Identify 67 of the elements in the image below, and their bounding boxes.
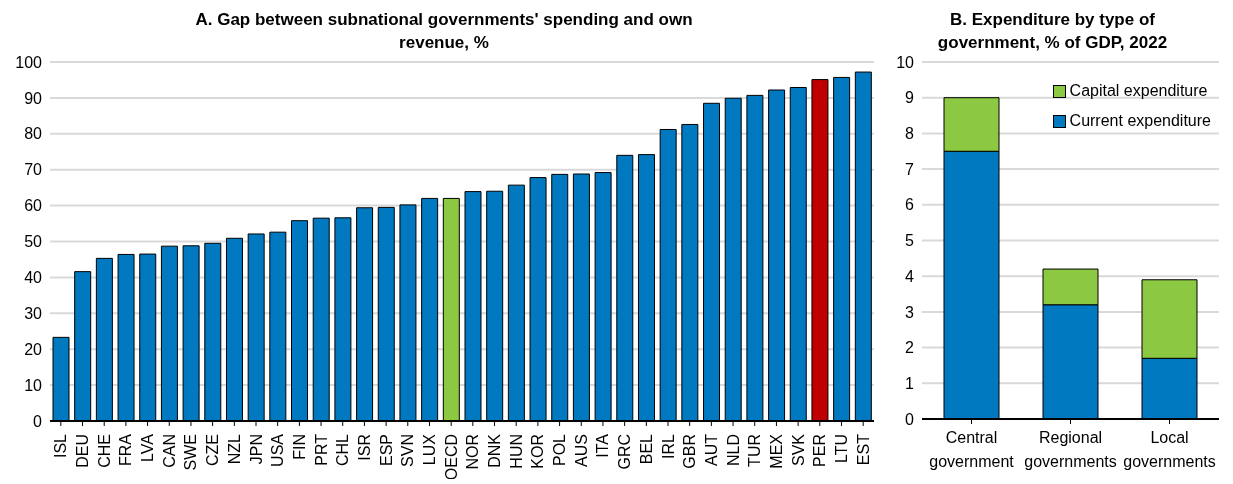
x-tick-label: KOR — [529, 434, 547, 469]
y-tick-label: 70 — [24, 161, 43, 179]
x-tick-label: NOR — [464, 434, 482, 470]
x-tick-label: CAN — [160, 434, 178, 468]
x-tick-label: SWE — [182, 434, 200, 471]
y-tick-label: 80 — [24, 125, 43, 143]
y-tick-label: 10 — [24, 376, 43, 394]
x-tick-label: JPN — [247, 434, 265, 465]
chart-title: B. Expenditure by type of government, % of GDP, 2022 — [936, 9, 1169, 54]
x-tick-label: AUT — [702, 433, 720, 466]
chart-title: A. Gap between subnational governments' spending and own revenue, % — [194, 9, 694, 54]
y-tick-label: 8 — [905, 125, 915, 143]
x-tick-label: NLD — [724, 434, 742, 467]
x-tick-label: GRC — [616, 434, 634, 470]
x-tick-label: LVA — [139, 433, 157, 462]
x-tick-label: USA — [269, 433, 287, 467]
y-tick-label: 100 — [15, 53, 43, 71]
x-tick-label: ISR — [355, 434, 373, 461]
y-tick-label: 60 — [24, 197, 43, 215]
x-tick-label: PRT — [312, 433, 330, 466]
x-tick-label: Central government — [929, 429, 1015, 471]
x-tick-label: POL — [551, 433, 569, 467]
x-tick-label: Regional governments — [1024, 429, 1117, 471]
x-tick-label: SVN — [399, 434, 417, 467]
x-tick-label: LUX — [420, 433, 438, 466]
y-tick-label: 50 — [24, 233, 43, 251]
x-tick-label: DNK — [486, 433, 504, 468]
x-tick-label: CHL — [334, 433, 352, 467]
x-tick-label: ESP — [377, 434, 395, 467]
x-tick-label: HUN — [507, 434, 525, 469]
y-tick-label: 7 — [905, 160, 915, 178]
y-tick-label: 9 — [905, 89, 915, 107]
y-tick-label: 5 — [905, 232, 915, 250]
y-tick-label: 30 — [24, 304, 43, 322]
x-tick-label: MEX — [767, 433, 785, 469]
x-tick-label: Local governments — [1123, 429, 1216, 471]
x-tick-label: AUS — [572, 434, 590, 467]
x-tick-label: PER — [811, 434, 829, 467]
y-tick-label: 20 — [24, 340, 43, 358]
y-tick-label: 0 — [33, 412, 43, 430]
y-tick-label: 1 — [905, 374, 915, 392]
x-tick-label: ISL — [52, 433, 70, 459]
y-tick-label: 10 — [896, 53, 915, 71]
y-tick-label: 40 — [24, 269, 43, 287]
x-tick-label: CZE — [204, 434, 222, 466]
y-tick-label: 3 — [905, 303, 915, 321]
x-tick-label: TUR — [746, 434, 764, 467]
x-tick-label: FIN — [290, 434, 308, 460]
y-tick-label: 0 — [905, 410, 915, 428]
legend-label: Current expenditure — [1069, 111, 1211, 131]
legend-label: Capital expenditure — [1069, 81, 1208, 101]
x-tick-label: SVK — [789, 433, 807, 467]
x-tick-label: CHE — [95, 434, 113, 468]
x-tick-label: EST — [854, 433, 872, 466]
x-tick-label: LTU — [832, 434, 850, 464]
x-tick-label: DEU — [74, 434, 92, 468]
x-tick-label: OECD — [442, 434, 460, 481]
y-tick-label: 90 — [24, 89, 43, 107]
x-tick-label: IRL — [659, 433, 677, 459]
x-tick-label: ITA — [594, 433, 612, 458]
x-tick-label: FRA — [117, 433, 135, 466]
x-tick-label: BEL — [637, 433, 655, 465]
y-tick-label: 2 — [905, 339, 915, 357]
y-tick-label: 4 — [905, 267, 915, 285]
y-tick-label: 6 — [905, 196, 915, 214]
x-tick-label: NZL — [225, 433, 243, 465]
x-tick-label: GBR — [681, 434, 699, 469]
